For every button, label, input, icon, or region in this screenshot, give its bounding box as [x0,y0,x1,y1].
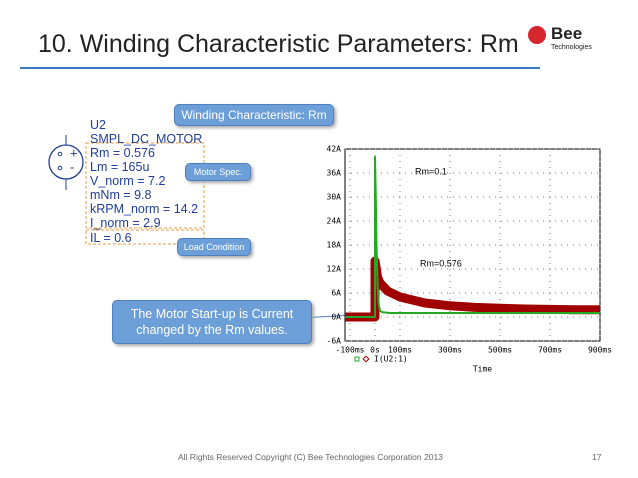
spec-box [85,142,205,229]
component-line: kRPM_norm = 14.2 [90,202,199,216]
component-line: Lm = 165u [90,160,150,174]
y-tick-label: 12A [327,265,342,274]
x-tick-label: 500ms [488,346,512,355]
y-tick-label: 18A [327,241,342,250]
legend-label: I(U2:1) [374,355,408,364]
x-tick-label: 0s [370,346,380,355]
load-box [85,229,205,245]
x-tick-label: 700ms [538,346,562,355]
logo-mark [528,26,546,44]
callout: Winding Characteristic: Rm [174,104,334,126]
series-line [345,156,600,318]
x-tick-label: 900ms [588,346,612,355]
svg-text:-: - [70,159,74,174]
callout: Load Condition [177,238,251,256]
motor-symbol: + - [48,135,84,190]
load-text: IL = 0.6 [90,231,132,245]
page-number: 17 [592,452,602,462]
x-tick-label: 100ms [388,346,412,355]
slide-title: 10. Winding Characteristic Parameters: R… [38,30,519,58]
component-text: U2 SMPL_DC_MOTOR Rm = 0.576 Lm = 165u V_norm… [90,118,202,230]
y-tick-label: -6A [327,337,342,346]
component-line: SMPL_DC_MOTOR [90,132,203,146]
x-tick-label: 300ms [438,346,462,355]
svg-text:+: + [70,145,78,160]
component-line: I_norm = 2.9 [90,216,161,230]
y-tick-label: 30A [327,193,342,202]
callout: The Motor Start-up is Current changed by… [112,300,312,344]
component-line: U2 [90,118,106,132]
annotation: Rm=0.576 [420,258,462,268]
y-tick-label: 0A [331,313,341,322]
component-line: mNm = 9.8 [90,188,152,202]
y-tick-label: 6A [331,289,341,298]
callout: Motor Spec. [185,163,251,181]
legend-marker [354,356,360,362]
logo-sub: Technologies [551,44,592,51]
y-tick-label: 42A [327,145,342,154]
annotation: Rm=0.1 [415,166,447,176]
logo: Bee [551,24,583,43]
y-tick-label: 36A [327,169,342,178]
x-axis-label: Time [473,365,492,374]
y-tick-label: 24A [327,217,342,226]
component-line: Rm = 0.576 [90,146,155,160]
copyright: All Rights Reserved Copyright (C) Bee Te… [178,452,443,462]
x-tick-label: -100ms [336,346,365,355]
component-line: V_norm = 7.2 [90,174,166,188]
legend-marker [362,355,370,363]
